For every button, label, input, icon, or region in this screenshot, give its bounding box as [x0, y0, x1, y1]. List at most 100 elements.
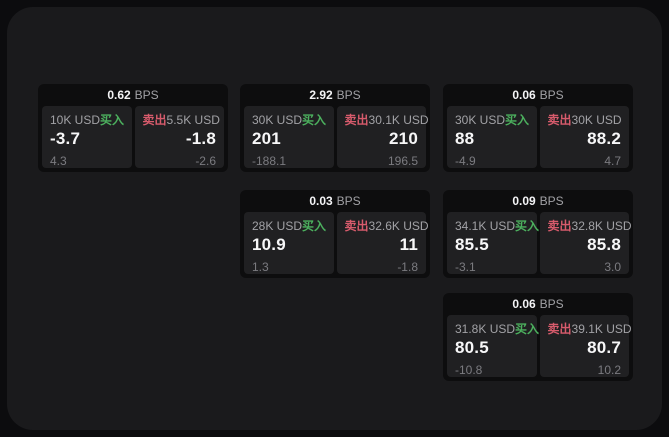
quote-panels: 30K USD 买入 201 -188.1 卖出 30.1K USD 210 1…: [240, 106, 430, 168]
sell-change: -2.6: [195, 154, 216, 168]
sell-top-row: 卖出 32.8K USD: [547, 219, 632, 233]
sell-side-label: 卖出: [142, 113, 167, 127]
sell-panel[interactable]: 卖出 32.8K USD 85.8 3.0: [539, 212, 632, 274]
sell-panel[interactable]: 卖出 30.1K USD 210 196.5: [336, 106, 429, 168]
quote-card-4: 0.03 BPS 28K USD 买入 10.9 1.3 卖出 32.6K US…: [240, 190, 430, 278]
buy-panel[interactable]: 34.1K USD 买入 85.5 -3.1: [447, 212, 539, 274]
sell-panel[interactable]: 卖出 32.6K USD 11 -1.8: [336, 212, 429, 274]
sell-top-row: 卖出 30.1K USD: [344, 113, 429, 127]
spread-header: 0.09 BPS: [443, 190, 633, 212]
sell-size: 5.5K USD: [166, 113, 220, 127]
sell-size: 32.8K USD: [571, 219, 632, 233]
sell-price: -1.8: [185, 129, 216, 148]
spread-header: 0.06 BPS: [443, 293, 633, 315]
spread-unit: BPS: [539, 88, 564, 102]
sell-price: 11: [399, 235, 418, 254]
sell-price: 210: [389, 129, 418, 148]
buy-size: 10K USD: [50, 113, 101, 127]
sell-top-row: 卖出 32.6K USD: [344, 219, 429, 233]
buy-size: 34.1K USD: [455, 219, 516, 233]
buy-panel[interactable]: 31.8K USD 买入 80.5 -10.8: [447, 315, 539, 377]
sell-side-label: 卖出: [547, 219, 572, 233]
buy-top-row: 34.1K USD 买入: [455, 219, 539, 233]
quote-panels: 28K USD 买入 10.9 1.3 卖出 32.6K USD 11 -1.8: [240, 212, 430, 274]
quote-card-2: 2.92 BPS 30K USD 买入 201 -188.1 卖出 30.1K …: [240, 84, 430, 172]
sell-size: 30.1K USD: [368, 113, 429, 127]
buy-side-label: 买入: [505, 113, 530, 127]
buy-panel[interactable]: 28K USD 买入 10.9 1.3: [244, 212, 334, 274]
sell-side-label: 卖出: [344, 113, 369, 127]
spread-header: 2.92 BPS: [240, 84, 430, 106]
spread-unit: BPS: [539, 194, 564, 208]
buy-side-label: 买入: [100, 113, 125, 127]
buy-top-row: 28K USD 买入: [252, 219, 326, 233]
sell-top-row: 卖出 5.5K USD: [142, 113, 220, 127]
quote-card-1: 0.62 BPS 10K USD 买入 -3.7 4.3 卖出 5.5K USD…: [38, 84, 228, 172]
buy-side-label: 买入: [302, 113, 327, 127]
buy-price: -3.7: [50, 129, 81, 148]
buy-price: 88: [455, 129, 475, 148]
buy-price: 85.5: [455, 235, 489, 254]
buy-side-label: 买入: [515, 219, 540, 233]
sell-change: 3.0: [604, 260, 621, 274]
buy-panel[interactable]: 10K USD 买入 -3.7 4.3: [42, 106, 132, 168]
spread-value: 0.06: [512, 297, 536, 311]
sell-price: 80.7: [587, 338, 621, 357]
buy-price: 201: [252, 129, 281, 148]
sell-side-label: 卖出: [547, 113, 572, 127]
sell-size: 30K USD: [571, 113, 622, 127]
sell-price: 85.8: [587, 235, 621, 254]
buy-panel[interactable]: 30K USD 买入 88 -4.9: [447, 106, 537, 168]
buy-top-row: 31.8K USD 买入: [455, 322, 539, 336]
buy-top-row: 10K USD 买入: [50, 113, 124, 127]
buy-change: -10.8: [455, 363, 483, 377]
sell-size: 32.6K USD: [368, 219, 429, 233]
buy-side-label: 买入: [515, 322, 540, 336]
buy-size: 30K USD: [455, 113, 506, 127]
sell-side-label: 卖出: [344, 219, 369, 233]
sell-change: 4.7: [604, 154, 621, 168]
sell-panel[interactable]: 卖出 5.5K USD -1.8 -2.6: [134, 106, 224, 168]
spread-header: 0.62 BPS: [38, 84, 228, 106]
sell-side-label: 卖出: [547, 322, 572, 336]
quote-card-3: 0.06 BPS 30K USD 买入 88 -4.9 卖出 30K USD 8…: [443, 84, 633, 172]
buy-size: 28K USD: [252, 219, 303, 233]
buy-price: 80.5: [455, 338, 489, 357]
quote-panels: 31.8K USD 买入 80.5 -10.8 卖出 39.1K USD 80.…: [443, 315, 633, 377]
spread-value: 0.09: [512, 194, 536, 208]
quote-card-6: 0.06 BPS 31.8K USD 买入 80.5 -10.8 卖出 39.1…: [443, 293, 633, 381]
spread-unit: BPS: [336, 88, 361, 102]
spread-value: 0.03: [309, 194, 333, 208]
sell-size: 39.1K USD: [571, 322, 632, 336]
buy-size: 31.8K USD: [455, 322, 516, 336]
quote-panels: 34.1K USD 买入 85.5 -3.1 卖出 32.8K USD 85.8…: [443, 212, 633, 274]
sell-panel[interactable]: 卖出 39.1K USD 80.7 10.2: [539, 315, 632, 377]
buy-side-label: 买入: [302, 219, 327, 233]
sell-change: -1.8: [397, 260, 418, 274]
buy-change: 1.3: [252, 260, 269, 274]
spread-value: 2.92: [309, 88, 333, 102]
spread-value: 0.06: [512, 88, 536, 102]
buy-change: 4.3: [50, 154, 67, 168]
sell-panel[interactable]: 卖出 30K USD 88.2 4.7: [539, 106, 629, 168]
sell-price: 88.2: [587, 129, 621, 148]
quote-panels: 30K USD 买入 88 -4.9 卖出 30K USD 88.2 4.7: [443, 106, 633, 168]
buy-change: -3.1: [455, 260, 476, 274]
spread-value: 0.62: [107, 88, 131, 102]
spread-unit: BPS: [336, 194, 361, 208]
spread-header: 0.03 BPS: [240, 190, 430, 212]
sell-change: 196.5: [387, 154, 418, 168]
buy-panel[interactable]: 30K USD 买入 201 -188.1: [244, 106, 334, 168]
sell-top-row: 卖出 39.1K USD: [547, 322, 632, 336]
sell-top-row: 卖出 30K USD: [548, 113, 622, 127]
buy-top-row: 30K USD 买入: [455, 113, 529, 127]
buy-size: 30K USD: [252, 113, 303, 127]
buy-change: -188.1: [252, 154, 287, 168]
quote-panels: 10K USD 买入 -3.7 4.3 卖出 5.5K USD -1.8 -2.…: [38, 106, 228, 168]
spread-unit: BPS: [134, 88, 159, 102]
quote-card-5: 0.09 BPS 34.1K USD 买入 85.5 -3.1 卖出 32.8K…: [443, 190, 633, 278]
sell-change: 10.2: [597, 363, 621, 377]
spread-header: 0.06 BPS: [443, 84, 633, 106]
spread-unit: BPS: [539, 297, 564, 311]
